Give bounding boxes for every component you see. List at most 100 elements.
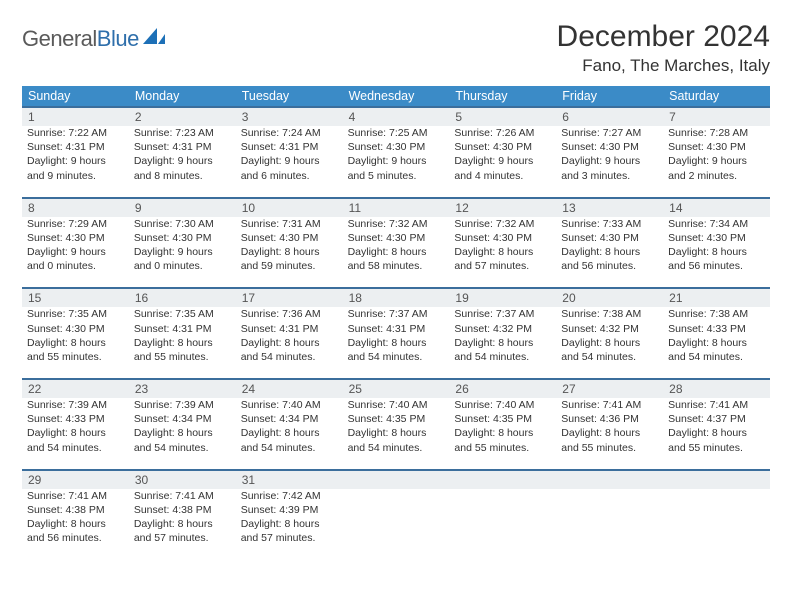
day-d2: and 3 minutes.: [561, 169, 658, 183]
brand-name-gray: General: [22, 26, 97, 51]
day-d1: Daylight: 9 hours: [27, 154, 124, 168]
day-sunset: Sunset: 4:31 PM: [241, 322, 338, 336]
day-sunrise: Sunrise: 7:32 AM: [348, 217, 445, 231]
day-cell: [449, 489, 556, 550]
day-number: 9: [129, 199, 236, 217]
day-cell: Sunrise: 7:40 AMSunset: 4:35 PMDaylight:…: [343, 398, 450, 459]
day-sunrise: Sunrise: 7:40 AM: [241, 398, 338, 412]
day-sunset: Sunset: 4:32 PM: [454, 322, 551, 336]
day-cell: Sunrise: 7:31 AMSunset: 4:30 PMDaylight:…: [236, 217, 343, 278]
day-d1: Daylight: 9 hours: [27, 245, 124, 259]
day-d2: and 54 minutes.: [454, 350, 551, 364]
dow-tue: Tuesday: [236, 86, 343, 106]
day-cell: Sunrise: 7:32 AMSunset: 4:30 PMDaylight:…: [449, 217, 556, 278]
day-sunrise: Sunrise: 7:30 AM: [134, 217, 231, 231]
dow-sat: Saturday: [663, 86, 770, 106]
day-sunrise: Sunrise: 7:29 AM: [27, 217, 124, 231]
day-d2: and 55 minutes.: [454, 441, 551, 455]
day-number: [449, 471, 556, 489]
day-number: 10: [236, 199, 343, 217]
day-cell: Sunrise: 7:24 AMSunset: 4:31 PMDaylight:…: [236, 126, 343, 187]
day-d1: Daylight: 8 hours: [241, 245, 338, 259]
day-d1: Daylight: 8 hours: [134, 426, 231, 440]
day-sunrise: Sunrise: 7:28 AM: [668, 126, 765, 140]
title-block: December 2024 Fano, The Marches, Italy: [557, 20, 770, 76]
day-d1: Daylight: 8 hours: [134, 336, 231, 350]
day-cell: Sunrise: 7:39 AMSunset: 4:34 PMDaylight:…: [129, 398, 236, 459]
day-sunrise: Sunrise: 7:22 AM: [27, 126, 124, 140]
day-sunrise: Sunrise: 7:25 AM: [348, 126, 445, 140]
day-sunset: Sunset: 4:30 PM: [561, 231, 658, 245]
day-sunset: Sunset: 4:30 PM: [348, 140, 445, 154]
day-sunrise: Sunrise: 7:31 AM: [241, 217, 338, 231]
day-sunrise: Sunrise: 7:39 AM: [134, 398, 231, 412]
brand-name: GeneralBlue: [22, 26, 139, 52]
day-cell: Sunrise: 7:38 AMSunset: 4:32 PMDaylight:…: [556, 307, 663, 368]
day-number: 14: [663, 199, 770, 217]
day-cell: Sunrise: 7:37 AMSunset: 4:31 PMDaylight:…: [343, 307, 450, 368]
dow-thu: Thursday: [449, 86, 556, 106]
day-sunset: Sunset: 4:30 PM: [27, 322, 124, 336]
day-d2: and 58 minutes.: [348, 259, 445, 273]
month-title: December 2024: [557, 20, 770, 54]
day-sunset: Sunset: 4:30 PM: [668, 140, 765, 154]
day-sunrise: Sunrise: 7:39 AM: [27, 398, 124, 412]
day-sunset: Sunset: 4:30 PM: [241, 231, 338, 245]
day-sunset: Sunset: 4:39 PM: [241, 503, 338, 517]
day-d1: Daylight: 8 hours: [241, 426, 338, 440]
day-number: 27: [556, 380, 663, 398]
week-row: Sunrise: 7:35 AMSunset: 4:30 PM Daylight:…: [22, 307, 770, 368]
day-d1: Daylight: 8 hours: [27, 517, 124, 531]
day-sunset: Sunset: 4:37 PM: [668, 412, 765, 426]
day-d2: and 55 minutes.: [27, 350, 124, 364]
day-d1: Daylight: 8 hours: [134, 517, 231, 531]
day-d2: and 54 minutes.: [134, 441, 231, 455]
day-cell: Sunrise: 7:35 AMSunset: 4:30 PMDaylight:…: [22, 307, 129, 368]
day-number: 3: [236, 108, 343, 126]
day-d2: and 55 minutes.: [561, 441, 658, 455]
day-sunrise: Sunrise: 7:35 AM: [27, 307, 124, 321]
day-d1: Daylight: 9 hours: [134, 154, 231, 168]
day-d1: Daylight: 9 hours: [241, 154, 338, 168]
day-sunset: Sunset: 4:36 PM: [561, 412, 658, 426]
day-cell: Sunrise: 7:40 AMSunset: 4:35 PMDaylight:…: [449, 398, 556, 459]
day-d2: and 55 minutes.: [668, 441, 765, 455]
day-d2: and 57 minutes.: [241, 531, 338, 545]
day-d1: Daylight: 9 hours: [561, 154, 658, 168]
day-d2: and 55 minutes.: [134, 350, 231, 364]
daynum-row: 1234567: [22, 106, 770, 126]
day-d1: Daylight: 8 hours: [241, 336, 338, 350]
day-cell: Sunrise: 7:33 AMSunset: 4:30 PMDaylight:…: [556, 217, 663, 278]
day-sunrise: Sunrise: 7:36 AM: [241, 307, 338, 321]
day-d1: Daylight: 8 hours: [454, 245, 551, 259]
day-d1: Daylight: 8 hours: [454, 426, 551, 440]
day-sunset: Sunset: 4:30 PM: [668, 231, 765, 245]
day-cell: [343, 489, 450, 550]
day-sunrise: Sunrise: 7:23 AM: [134, 126, 231, 140]
daynum-row: 15161718192021: [22, 287, 770, 307]
day-sunset: Sunset: 4:35 PM: [454, 412, 551, 426]
day-cell: Sunrise: 7:27 AMSunset: 4:30 PMDaylight:…: [556, 126, 663, 187]
day-sunset: Sunset: 4:34 PM: [134, 412, 231, 426]
day-sunrise: Sunrise: 7:41 AM: [668, 398, 765, 412]
day-sunset: Sunset: 4:31 PM: [348, 322, 445, 336]
day-number: 28: [663, 380, 770, 398]
day-d1: Daylight: 8 hours: [348, 426, 445, 440]
day-number: [556, 471, 663, 489]
day-number: 1: [22, 108, 129, 126]
day-sunrise: Sunrise: 7:37 AM: [454, 307, 551, 321]
week-row: Sunrise: 7:29 AMSunset: 4:30 PMDaylight:…: [22, 217, 770, 278]
day-d2: and 9 minutes.: [27, 169, 124, 183]
day-number: [663, 471, 770, 489]
day-d2: and 0 minutes.: [27, 259, 124, 273]
day-number: 31: [236, 471, 343, 489]
day-cell: Sunrise: 7:30 AMSunset: 4:30 PMDaylight:…: [129, 217, 236, 278]
dow-mon: Monday: [129, 86, 236, 106]
day-number: 26: [449, 380, 556, 398]
day-number: 6: [556, 108, 663, 126]
day-d2: and 54 minutes.: [27, 441, 124, 455]
daynum-row: 293031: [22, 469, 770, 489]
week-row: Sunrise: 7:39 AMSunset: 4:33 PMDaylight:…: [22, 398, 770, 459]
day-cell: Sunrise: 7:41 AMSunset: 4:37 PMDaylight:…: [663, 398, 770, 459]
day-cell: Sunrise: 7:35 AMSunset: 4:31 PMDaylight:…: [129, 307, 236, 368]
